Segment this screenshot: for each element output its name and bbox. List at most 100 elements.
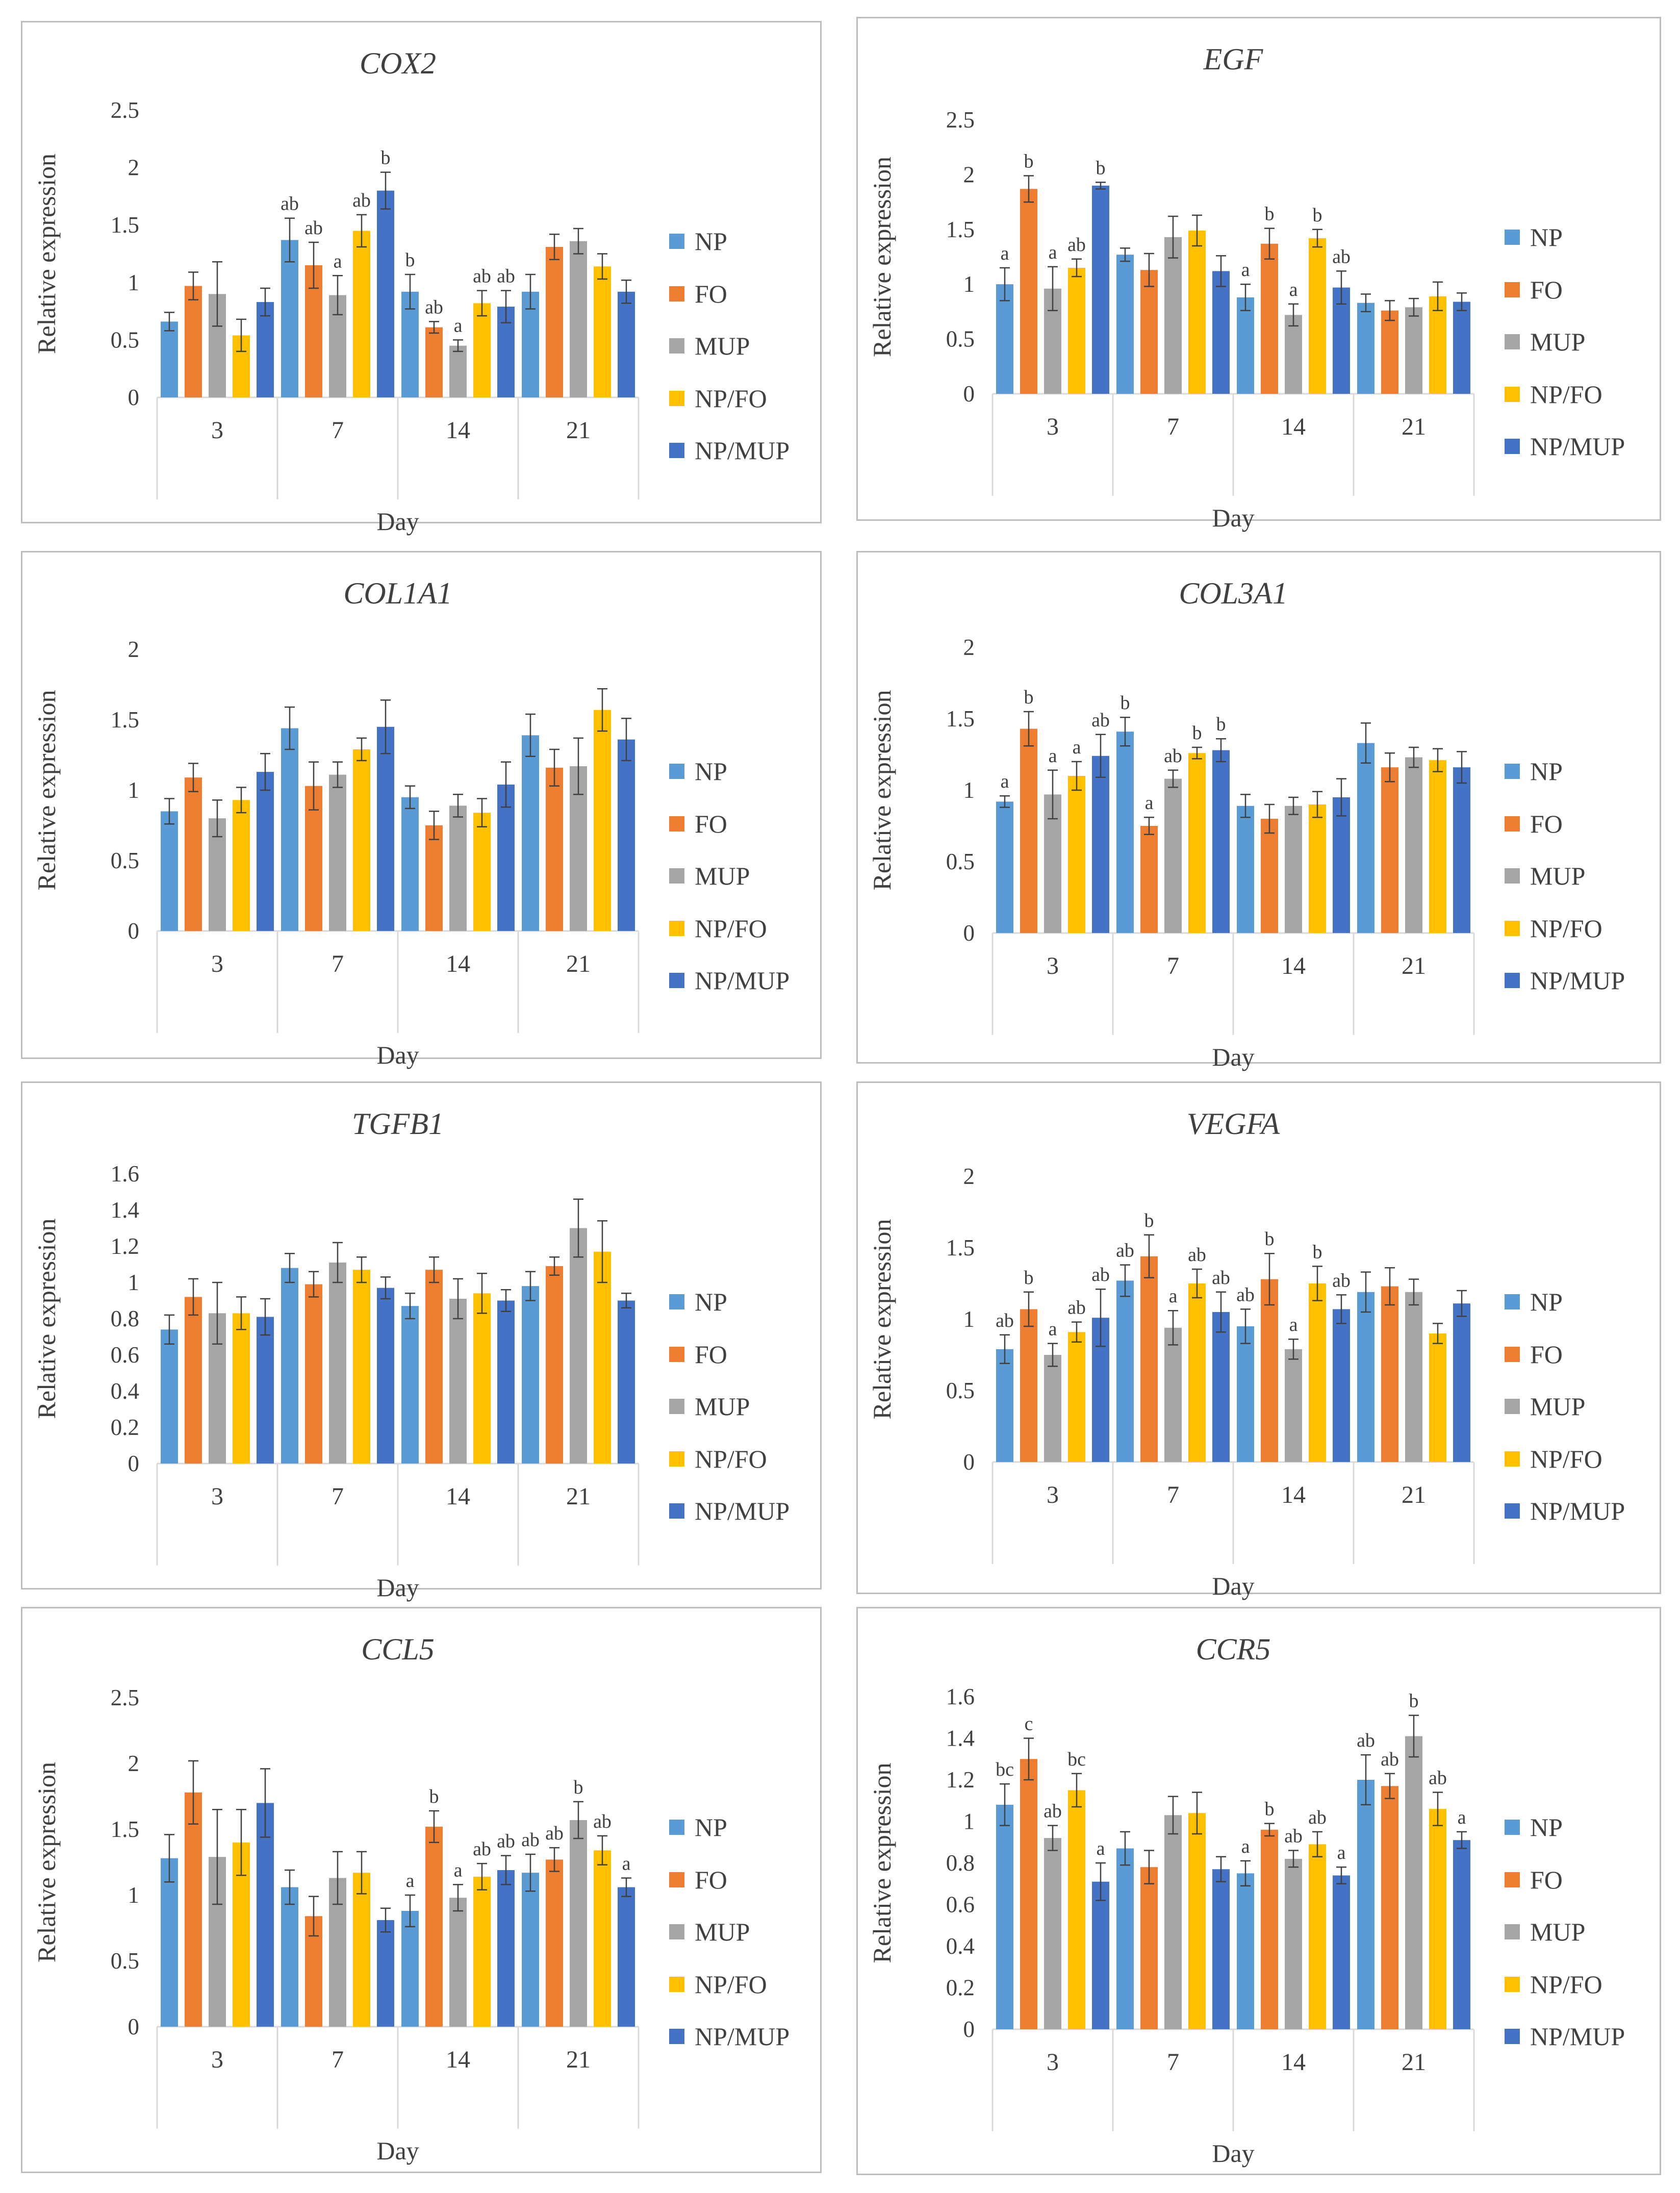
bar-np-mup-day-7	[1212, 271, 1230, 394]
significance-label: a	[1001, 771, 1009, 792]
legend-item-np-fo: NP/FO	[669, 384, 767, 413]
legend-label: NP/FO	[1530, 380, 1602, 409]
bar-fo-day-21	[546, 246, 563, 397]
bar-np-fo-day-3	[1068, 1790, 1085, 2029]
x-tick-label: 3	[211, 417, 223, 444]
bar-np-mup-day-7	[377, 726, 394, 931]
significance-label: b	[1265, 1799, 1275, 1820]
chart-svg: COL1A1 Relative expression 0 0.5 1 1.5 2 3 7 14 21…	[32, 576, 790, 1069]
bar-np-day-3	[996, 1804, 1013, 2029]
bar-np-fo-day-3	[1068, 1332, 1085, 1462]
significance-label: ab	[1116, 1240, 1134, 1262]
chart-svg: COX2 Relative expression 0 0.5 1 1.5 2 2.5 3 7 14 2…	[32, 46, 790, 536]
bar-np-day-14	[401, 797, 419, 931]
legend-label: NP	[1530, 757, 1563, 786]
chart-title: COX2	[360, 46, 436, 80]
y-axis-label: Relative expression	[32, 1762, 61, 1962]
bar-fo-day-3	[1020, 1309, 1037, 1462]
legend-item-np-fo: NP/FO	[1505, 1445, 1602, 1473]
x-tick-label: 3	[1047, 2049, 1059, 2076]
legend-item-np-fo: NP/FO	[1505, 380, 1602, 409]
significance-label: ab	[1091, 710, 1110, 731]
bar-mup-day-14	[1285, 1349, 1302, 1462]
x-tick-label: 21	[1402, 952, 1426, 979]
bar-fo-day-14	[1261, 819, 1278, 933]
legend-item-np-fo: NP/FO	[669, 914, 767, 943]
legend-swatch	[669, 764, 684, 779]
bar-mup-day-21	[1405, 1736, 1422, 2029]
bar-fo-day-14	[1261, 1829, 1278, 2029]
legend-item-np: NP	[1505, 1813, 1563, 1842]
legend-item-mup: MUP	[1505, 327, 1585, 356]
bar-np-day-3	[996, 1349, 1013, 1462]
y-tick-label: 1.5	[946, 217, 975, 242]
y-axis-label: Relative expression	[868, 157, 896, 357]
x-axis-label: Day	[1212, 1043, 1254, 1071]
x-tick-label: 21	[566, 417, 591, 444]
significance-label: b	[1409, 1691, 1419, 1712]
legend-item-np-fo: NP/FO	[669, 1445, 767, 1473]
bar-mup-day-7	[329, 774, 346, 931]
significance-label: a	[1073, 737, 1081, 758]
bar-np-day-3	[996, 801, 1013, 933]
chart-title: EGF	[1203, 42, 1264, 76]
y-tick-label: 0	[128, 918, 140, 944]
significance-label: ab	[545, 1823, 564, 1844]
y-tick-label: 1	[963, 271, 975, 297]
bar-np-day-7	[1116, 255, 1134, 394]
y-tick-label: 0.4	[946, 1933, 975, 1959]
legend-label: NP	[1530, 223, 1563, 251]
legend-swatch	[669, 1820, 684, 1835]
bar-fo-day-14	[425, 1270, 443, 1464]
bar-np-day-14	[1237, 805, 1254, 933]
x-tick-label: 14	[446, 950, 470, 977]
bar-np-fo-day-14	[1309, 1283, 1326, 1462]
x-tick-label: 3	[1047, 1481, 1059, 1508]
significance-label: ab	[593, 1811, 612, 1832]
x-tick-label: 3	[211, 2046, 223, 2073]
significance-label: ab	[1188, 1244, 1206, 1266]
y-tick-label: 0	[128, 2014, 140, 2039]
chart-svg: CCL5 Relative expression 0 0.5 1 1.5 2 2.5 3 7 14 2…	[32, 1632, 790, 2165]
bar-mup-day-21	[1405, 307, 1422, 394]
bar-np-mup-day-14	[497, 1870, 515, 2027]
legend-label: NP	[1530, 1813, 1563, 1842]
significance-label: ab	[497, 266, 515, 287]
bar-mup-day-7	[1164, 1815, 1182, 2029]
legend-item-fo: FO	[1505, 1340, 1563, 1369]
bar-np-fo-day-21	[1429, 1809, 1446, 2029]
legend-item-fo: FO	[669, 1866, 727, 1894]
x-tick-label: 14	[1281, 1481, 1306, 1508]
bar-mup-day-3	[1044, 1355, 1061, 1462]
significance-label: a	[1049, 745, 1057, 767]
bar-np-fo-day-21	[1429, 296, 1446, 394]
x-axis-label: Day	[1212, 1572, 1254, 1600]
legend-swatch	[1505, 1294, 1520, 1309]
significance-label: a	[454, 315, 463, 336]
legend-swatch	[669, 1924, 684, 1939]
chart-panel-cox2: COX2 Relative expression 0 0.5 1 1.5 2 2.5 3 7 14 2…	[21, 21, 822, 536]
bar-np-day-21	[1357, 303, 1374, 394]
bar-np-day-7	[1116, 1280, 1134, 1462]
x-tick-label: 14	[1281, 413, 1306, 440]
significance-label: ab	[304, 217, 323, 239]
bar-np-mup-day-14	[497, 1300, 515, 1464]
legend-swatch	[669, 816, 684, 831]
bar-np-fo-day-7	[1188, 230, 1206, 394]
bar-np-fo-day-14	[1309, 1844, 1326, 2029]
significance-label: a	[1241, 1836, 1250, 1857]
bar-np-fo-day-7	[353, 1270, 370, 1464]
chart-title: COL3A1	[1179, 576, 1287, 610]
legend-label: MUP	[695, 862, 750, 890]
bar-np-fo-day-14	[1309, 238, 1326, 394]
significance-label: ab	[473, 1838, 491, 1860]
significance-label: b	[405, 249, 415, 271]
bar-np-mup-day-3	[257, 302, 274, 397]
bar-np-day-7	[281, 728, 298, 931]
legend-item-np-fo: NP/FO	[669, 1970, 767, 1999]
chart-panel-egf: EGF Relative expression 0 0.5 1 1.5 2 2.5 3 7 14 21…	[856, 17, 1661, 532]
significance-label: bc	[1067, 1749, 1086, 1770]
significance-label: ab	[1212, 1267, 1230, 1289]
bar-np-day-21	[1357, 1780, 1374, 2029]
bar-np-mup-day-14	[1333, 797, 1350, 933]
